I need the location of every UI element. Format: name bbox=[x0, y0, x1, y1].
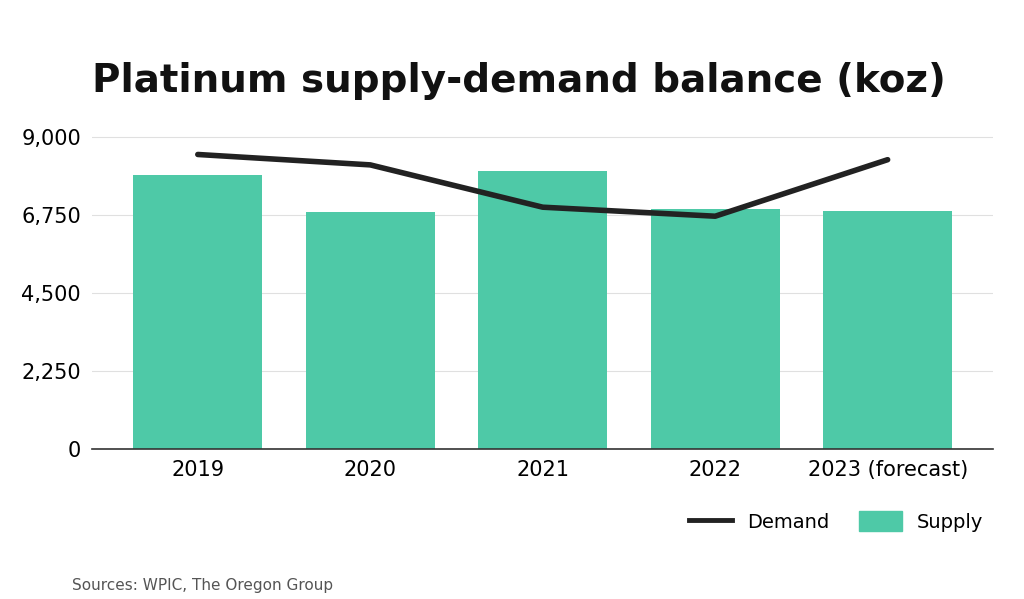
Text: Platinum supply-demand balance (koz): Platinum supply-demand balance (koz) bbox=[92, 62, 946, 100]
Bar bbox=[478, 171, 607, 449]
Bar bbox=[823, 211, 952, 449]
Legend: Demand, Supply: Demand, Supply bbox=[689, 511, 984, 532]
Bar bbox=[133, 174, 262, 449]
Text: Sources: WPIC, The Oregon Group: Sources: WPIC, The Oregon Group bbox=[72, 578, 333, 593]
Bar bbox=[650, 209, 780, 449]
Bar bbox=[305, 213, 435, 449]
